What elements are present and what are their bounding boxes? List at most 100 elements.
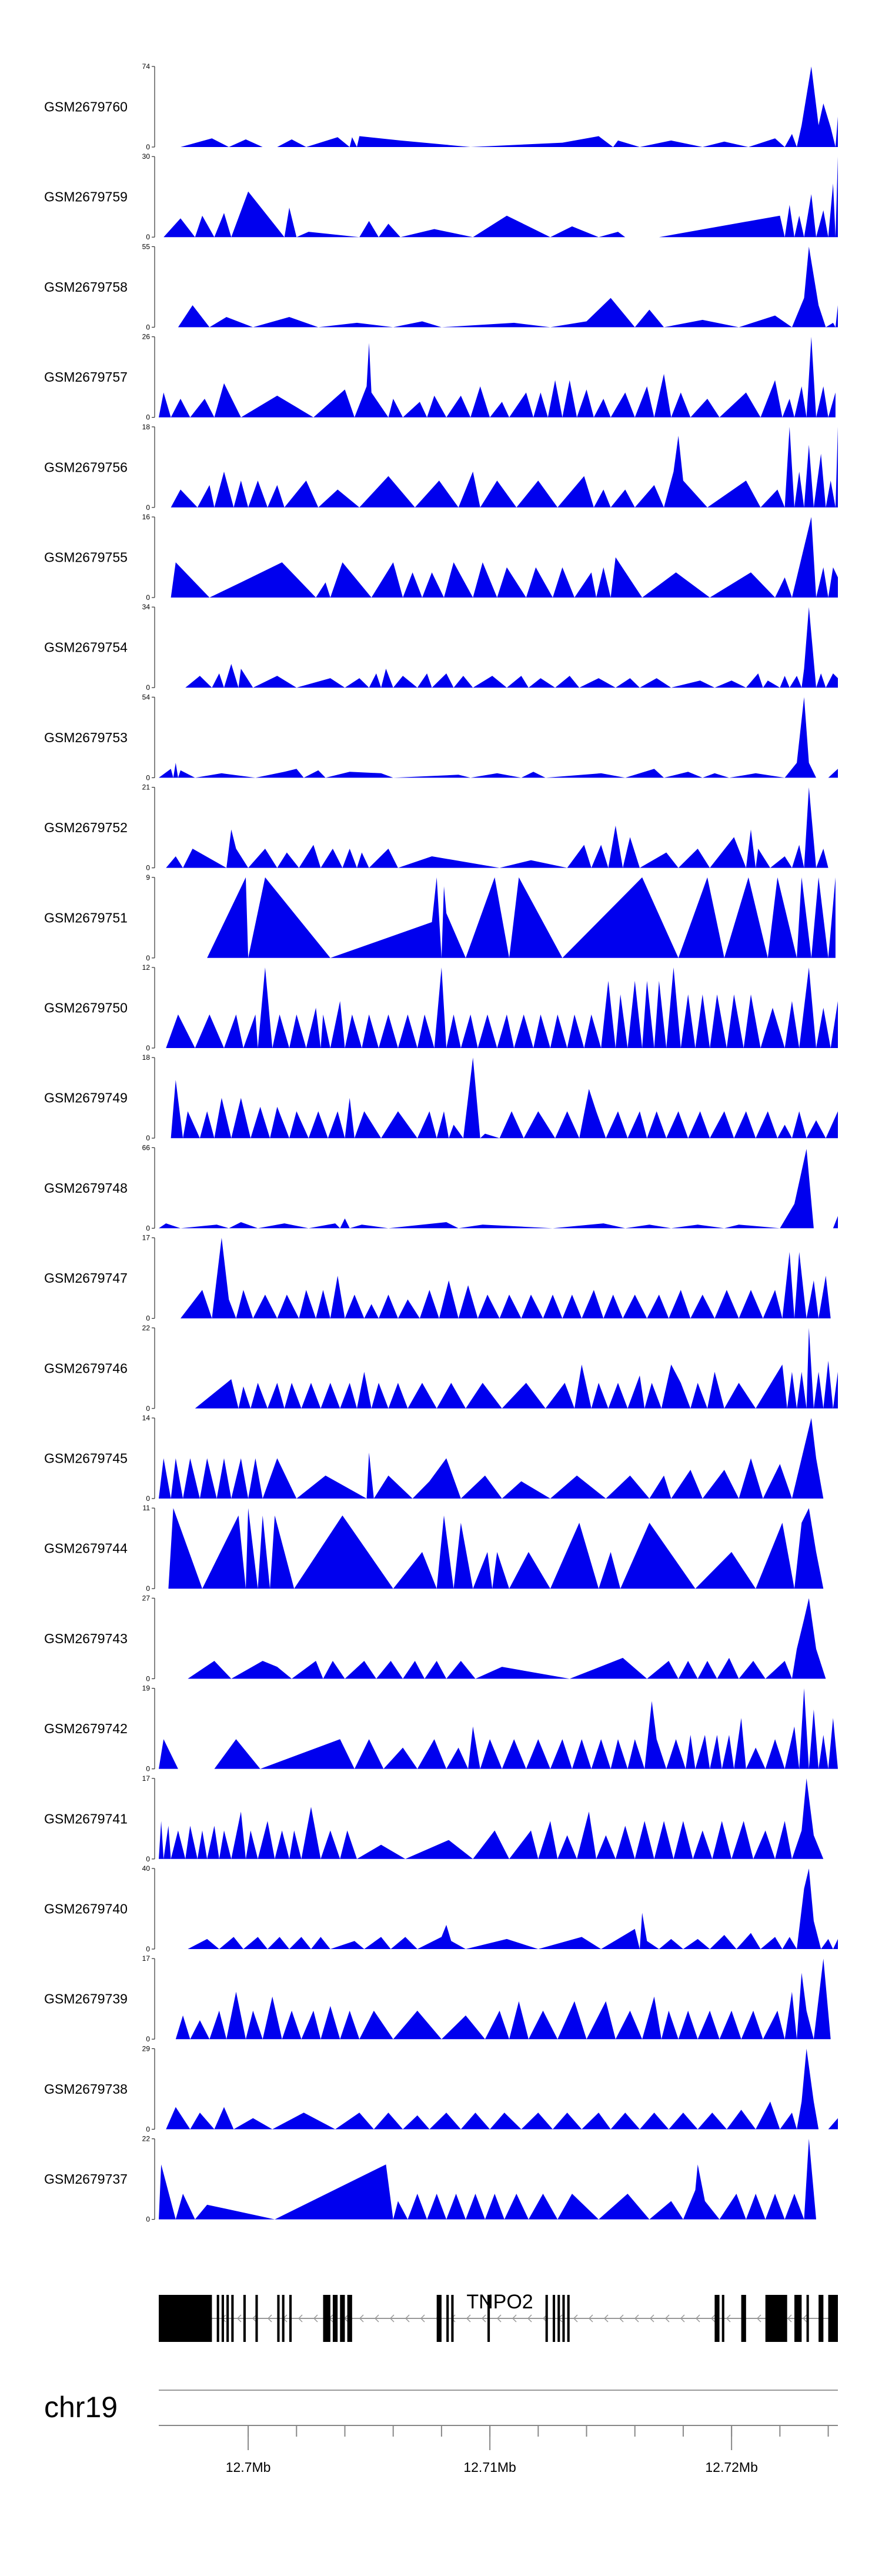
track-label: GSM2679751 xyxy=(44,910,128,925)
exon xyxy=(323,2295,330,2342)
track-label: GSM2679756 xyxy=(44,459,128,475)
y-tick-label-max: 34 xyxy=(142,603,151,611)
strand-arrow xyxy=(634,2314,639,2323)
exon xyxy=(282,2295,285,2342)
chromosome-track: chr19 xyxy=(44,2390,838,2424)
track-GSM2679746: GSM2679746 22 0 xyxy=(44,1324,838,1413)
exon xyxy=(255,2295,258,2342)
y-tick-label-min: 0 xyxy=(146,773,150,782)
y-tick-label-min: 0 xyxy=(146,1765,150,1773)
y-tick-label-min: 0 xyxy=(146,413,150,422)
strand-arrow xyxy=(573,2314,578,2323)
exon xyxy=(277,2295,280,2342)
track-label: GSM2679739 xyxy=(44,1991,128,2007)
y-tick-label-max: 66 xyxy=(142,1143,151,1152)
track-GSM2679750: GSM2679750 12 0 xyxy=(44,963,838,1052)
strand-arrow xyxy=(298,2314,303,2323)
exon xyxy=(552,2295,556,2342)
exon xyxy=(289,2295,292,2342)
exon xyxy=(340,2295,345,2342)
exon xyxy=(828,2295,838,2342)
track-label: GSM2679745 xyxy=(44,1451,128,1466)
track-GSM2679745: GSM2679745 14 0 xyxy=(44,1414,824,1503)
strand-arrow xyxy=(374,2314,379,2323)
track-GSM2679739: GSM2679739 17 0 xyxy=(44,1954,831,2043)
exon xyxy=(794,2295,802,2342)
y-tick-label-min: 0 xyxy=(146,683,150,692)
coverage-area xyxy=(159,336,836,418)
track-GSM2679743: GSM2679743 27 0 xyxy=(44,1594,826,1683)
exon xyxy=(806,2295,809,2342)
exon xyxy=(243,2295,246,2342)
coverage-area xyxy=(159,1237,831,1319)
strand-arrow xyxy=(619,2314,624,2323)
strand-arrow xyxy=(756,2314,761,2323)
track-GSM2679738: GSM2679738 29 0 xyxy=(44,2044,838,2133)
y-tick-label-max: 21 xyxy=(142,783,151,792)
y-tick-label-max: 18 xyxy=(142,1053,151,1062)
strand-arrow xyxy=(481,2314,486,2323)
y-tick-label-min: 0 xyxy=(146,1945,150,1953)
strand-arrow xyxy=(267,2314,272,2323)
track-label: GSM2679748 xyxy=(44,1180,128,1196)
exon xyxy=(741,2295,746,2342)
y-tick-label-min: 0 xyxy=(146,2215,150,2224)
genome-axis: 12.7Mb 12.71Mb 12.72Mb xyxy=(159,2425,838,2475)
y-tick-label-min: 0 xyxy=(146,143,150,151)
y-tick-label-min: 0 xyxy=(146,1494,150,1503)
y-tick-label-max: 9 xyxy=(146,873,150,882)
y-tick-label-min: 0 xyxy=(146,1404,150,1413)
strand-arrow xyxy=(603,2314,609,2323)
exon xyxy=(721,2295,724,2342)
chromosome-label: chr19 xyxy=(44,2391,118,2424)
y-tick-label-max: 22 xyxy=(142,1324,151,1332)
track-label: GSM2679753 xyxy=(44,730,128,745)
track-GSM2679756: GSM2679756 18 0 xyxy=(44,423,838,512)
y-tick-label-min: 0 xyxy=(146,1224,150,1232)
strand-arrow xyxy=(466,2314,471,2323)
strand-arrow xyxy=(680,2314,685,2323)
y-tick-label-max: 29 xyxy=(142,2044,151,2053)
strand-arrow xyxy=(252,2314,257,2323)
track-label: GSM2679743 xyxy=(44,1631,128,1646)
track-label: GSM2679741 xyxy=(44,1811,128,1826)
track-label: GSM2679752 xyxy=(44,820,128,835)
coverage-area xyxy=(159,1149,838,1229)
y-tick-label-min: 0 xyxy=(146,2035,150,2043)
track-label: GSM2679759 xyxy=(44,189,128,205)
coverage-area xyxy=(159,1418,824,1499)
coverage-area xyxy=(159,697,838,778)
track-GSM2679754: GSM2679754 34 0 xyxy=(44,603,838,692)
strand-arrow xyxy=(802,2314,807,2323)
track-GSM2679744: GSM2679744 11 0 xyxy=(44,1504,824,1593)
axis-tick-label: 12.72Mb xyxy=(705,2460,758,2475)
coverage-area xyxy=(159,156,838,238)
strand-arrow xyxy=(313,2314,318,2323)
exon xyxy=(545,2295,548,2342)
y-tick-label-max: 22 xyxy=(142,2135,151,2143)
coverage-area xyxy=(159,246,838,328)
strand-arrow xyxy=(695,2314,700,2323)
y-tick-label-min: 0 xyxy=(146,1134,150,1142)
y-tick-label-min: 0 xyxy=(146,2125,150,2133)
track-GSM2679760: GSM2679760 74 0 xyxy=(44,62,838,151)
coverage-area xyxy=(159,607,838,688)
strand-arrow xyxy=(496,2314,502,2323)
coverage-area xyxy=(159,2138,824,2220)
exon xyxy=(159,2295,212,2342)
exon xyxy=(347,2295,352,2342)
coverage-tracks: GSM2679760740GSM2679759300GSM2679758550G… xyxy=(44,62,838,2224)
y-tick-label-max: 26 xyxy=(142,333,151,341)
track-label: GSM2679755 xyxy=(44,550,128,565)
track-label: GSM2679754 xyxy=(44,640,128,655)
track-label: GSM2679760 xyxy=(44,99,128,115)
coverage-area xyxy=(159,1958,831,2040)
coverage-area xyxy=(159,66,838,147)
y-tick-label-max: 17 xyxy=(142,1954,151,1963)
coverage-area xyxy=(159,1598,826,1679)
track-GSM2679751: GSM2679751 9 0 xyxy=(44,873,836,962)
exon xyxy=(216,2295,219,2342)
track-label: GSM2679749 xyxy=(44,1090,128,1106)
gene-model: TNPO2 xyxy=(159,2291,838,2342)
